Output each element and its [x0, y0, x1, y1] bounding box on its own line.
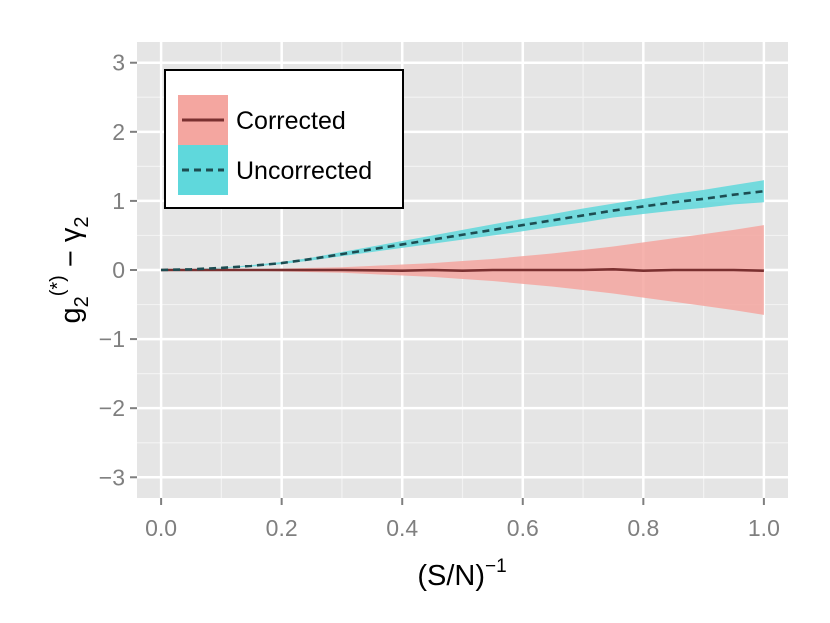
y-axis-title-minus: − [55, 242, 87, 275]
y-axis-title: g2(*) − γ2 [47, 216, 93, 323]
y-axis-title-g: g [55, 307, 87, 323]
y-axis-title-g-sup: (*) [47, 275, 69, 296]
y-tick-label: −1 [99, 326, 125, 352]
legend-label-uncorrected: Uncorrected [236, 157, 372, 185]
x-tick-label: 0.4 [386, 515, 418, 541]
x-axis-ticks: 0.0 0.2 0.4 0.6 0.8 1.0 [145, 498, 780, 541]
line-corrected [161, 268, 764, 272]
y-tick-label: 0 [112, 257, 125, 283]
y-tick-label: 1 [112, 188, 125, 214]
x-tick-label: 0.6 [507, 515, 539, 541]
x-axis-title-base: (S/N) [417, 560, 485, 592]
y-tick-label: −3 [99, 464, 125, 490]
y-tick-label: 2 [112, 119, 125, 145]
y-tick-label: −2 [99, 395, 125, 421]
y-axis-title-g-sub: 2 [71, 296, 93, 307]
y-axis-ticks: −3 −2 −1 0 1 2 3 [99, 50, 137, 490]
x-tick-label: 0.0 [145, 515, 177, 541]
legend-label-corrected: Corrected [236, 107, 346, 135]
legend: Corrected Uncorrected [164, 69, 404, 209]
y-tick-label: 3 [112, 50, 125, 76]
series-lines [161, 189, 765, 272]
y-axis-title-gamma: γ [55, 227, 87, 242]
line-uncorrected [161, 189, 765, 272]
x-axis-title: (S/N)−1 [417, 556, 506, 592]
x-tick-label: 0.2 [266, 515, 298, 541]
y-axis-title-gamma-sub: 2 [71, 216, 93, 227]
x-tick-label: 0.8 [627, 515, 659, 541]
x-axis-title-superscript: −1 [485, 556, 507, 577]
x-tick-label: 1.0 [748, 515, 780, 541]
